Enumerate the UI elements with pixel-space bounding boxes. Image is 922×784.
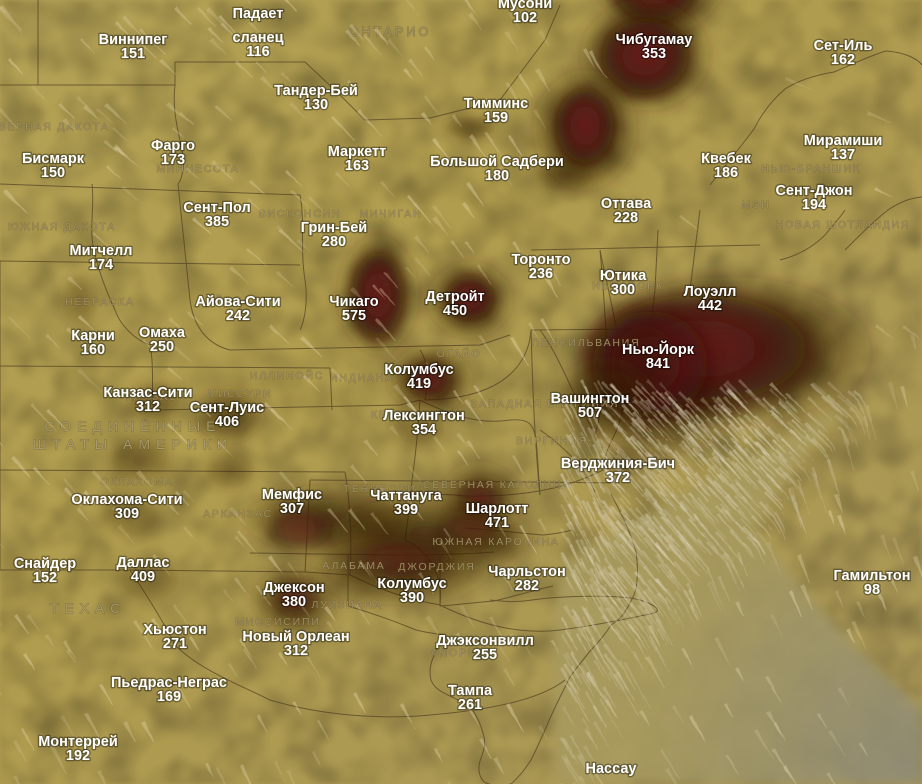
- svg-text:116: 116: [246, 44, 269, 60]
- svg-text:450: 450: [443, 303, 467, 319]
- svg-text:385: 385: [205, 214, 229, 230]
- svg-text:307: 307: [280, 501, 304, 517]
- svg-text:ВИСКОНСИН: ВИСКОНСИН: [259, 208, 342, 220]
- svg-text:НЬЮ-БРАНШИК: НЬЮ-БРАНШИК: [761, 163, 860, 175]
- svg-text:255: 255: [473, 647, 497, 663]
- svg-text:98: 98: [864, 582, 880, 598]
- svg-text:372: 372: [606, 470, 630, 486]
- svg-text:НЕБРАСКА: НЕБРАСКА: [65, 296, 135, 308]
- svg-text:442: 442: [698, 298, 722, 314]
- svg-text:354: 354: [412, 422, 436, 438]
- svg-text:409: 409: [131, 569, 155, 585]
- svg-text:ОГАЙО: ОГАЙО: [437, 347, 482, 360]
- svg-text:МИССИСИПИ: МИССИСИПИ: [235, 616, 320, 628]
- svg-text:ЮЖНАЯ КАРОЛИНА: ЮЖНАЯ КАРОЛИНА: [432, 536, 559, 548]
- svg-text:841: 841: [646, 356, 670, 372]
- svg-text:280: 280: [322, 234, 346, 250]
- svg-text:ТЕХАС: ТЕХАС: [50, 600, 126, 616]
- svg-text:507: 507: [578, 405, 602, 421]
- svg-text:159: 159: [484, 110, 508, 126]
- svg-text:282: 282: [515, 578, 539, 594]
- svg-text:575: 575: [342, 308, 366, 324]
- svg-text:192: 192: [66, 748, 90, 764]
- svg-text:174: 174: [89, 257, 113, 273]
- svg-text:150: 150: [41, 165, 65, 181]
- svg-text:380: 380: [282, 594, 306, 610]
- svg-text:194: 194: [802, 197, 826, 213]
- svg-text:271: 271: [163, 636, 187, 652]
- svg-text:137: 137: [831, 147, 855, 163]
- svg-text:163: 163: [345, 158, 369, 174]
- svg-text:102: 102: [513, 10, 537, 26]
- svg-text:406: 406: [215, 414, 239, 430]
- svg-text:СЕВЕРНАЯ КАРОЛИНА: СЕВЕРНАЯ КАРОЛИНА: [423, 479, 571, 491]
- svg-text:309: 309: [115, 506, 139, 522]
- svg-text:390: 390: [400, 590, 424, 606]
- svg-text:261: 261: [458, 697, 482, 713]
- svg-text:471: 471: [485, 515, 509, 531]
- svg-text:250: 250: [150, 339, 174, 355]
- svg-text:ОКЛАХОМА: ОКЛАХОМА: [100, 476, 173, 488]
- svg-text:419: 419: [407, 376, 431, 392]
- svg-text:173: 173: [161, 152, 185, 168]
- svg-text:353: 353: [642, 46, 666, 62]
- svg-text:СОЕДИНЁННЫЕ: СОЕДИНЁННЫЕ: [45, 418, 222, 434]
- svg-text:ЮЖНАЯ ДАКОТА: ЮЖНАЯ ДАКОТА: [8, 221, 116, 233]
- svg-text:130: 130: [304, 97, 328, 113]
- svg-text:186: 186: [714, 165, 738, 181]
- svg-text:ЛУИЗИАНА: ЛУИЗИАНА: [312, 599, 383, 611]
- svg-text:АЛАБАМА: АЛАБАМА: [322, 560, 385, 572]
- svg-text:312: 312: [284, 643, 308, 659]
- svg-text:236: 236: [529, 266, 553, 282]
- svg-text:169: 169: [157, 689, 181, 705]
- svg-text:Нассау: Нассау: [586, 761, 637, 777]
- svg-text:ДЖОРДЖИЯ: ДЖОРДЖИЯ: [398, 561, 475, 573]
- svg-text:399: 399: [394, 502, 418, 518]
- svg-text:160: 160: [81, 342, 105, 358]
- svg-text:МЭН: МЭН: [741, 199, 770, 211]
- svg-text:ИЛЛИНОЙС: ИЛЛИНОЙС: [250, 369, 324, 382]
- svg-text:ШТАТЫ АМЕРИКИ: ШТАТЫ АМЕРИКИ: [33, 436, 233, 452]
- svg-text:228: 228: [614, 210, 638, 226]
- svg-text:Падает: Падает: [233, 6, 284, 22]
- svg-text:АРКАНЗАС: АРКАНЗАС: [203, 508, 273, 520]
- svg-text:151: 151: [121, 46, 145, 62]
- svg-text:МИССУРИ: МИССУРИ: [208, 388, 273, 400]
- svg-text:312: 312: [136, 399, 160, 415]
- svg-text:162: 162: [831, 52, 855, 68]
- svg-text:180: 180: [485, 168, 509, 184]
- svg-text:152: 152: [33, 570, 57, 586]
- svg-text:НОВАЯ ШОТЛАНДИЯ: НОВАЯ ШОТЛАНДИЯ: [776, 219, 911, 231]
- svg-text:242: 242: [226, 308, 250, 324]
- svg-text:300: 300: [611, 282, 635, 298]
- svg-text:МИЧИГАН: МИЧИГАН: [359, 208, 422, 220]
